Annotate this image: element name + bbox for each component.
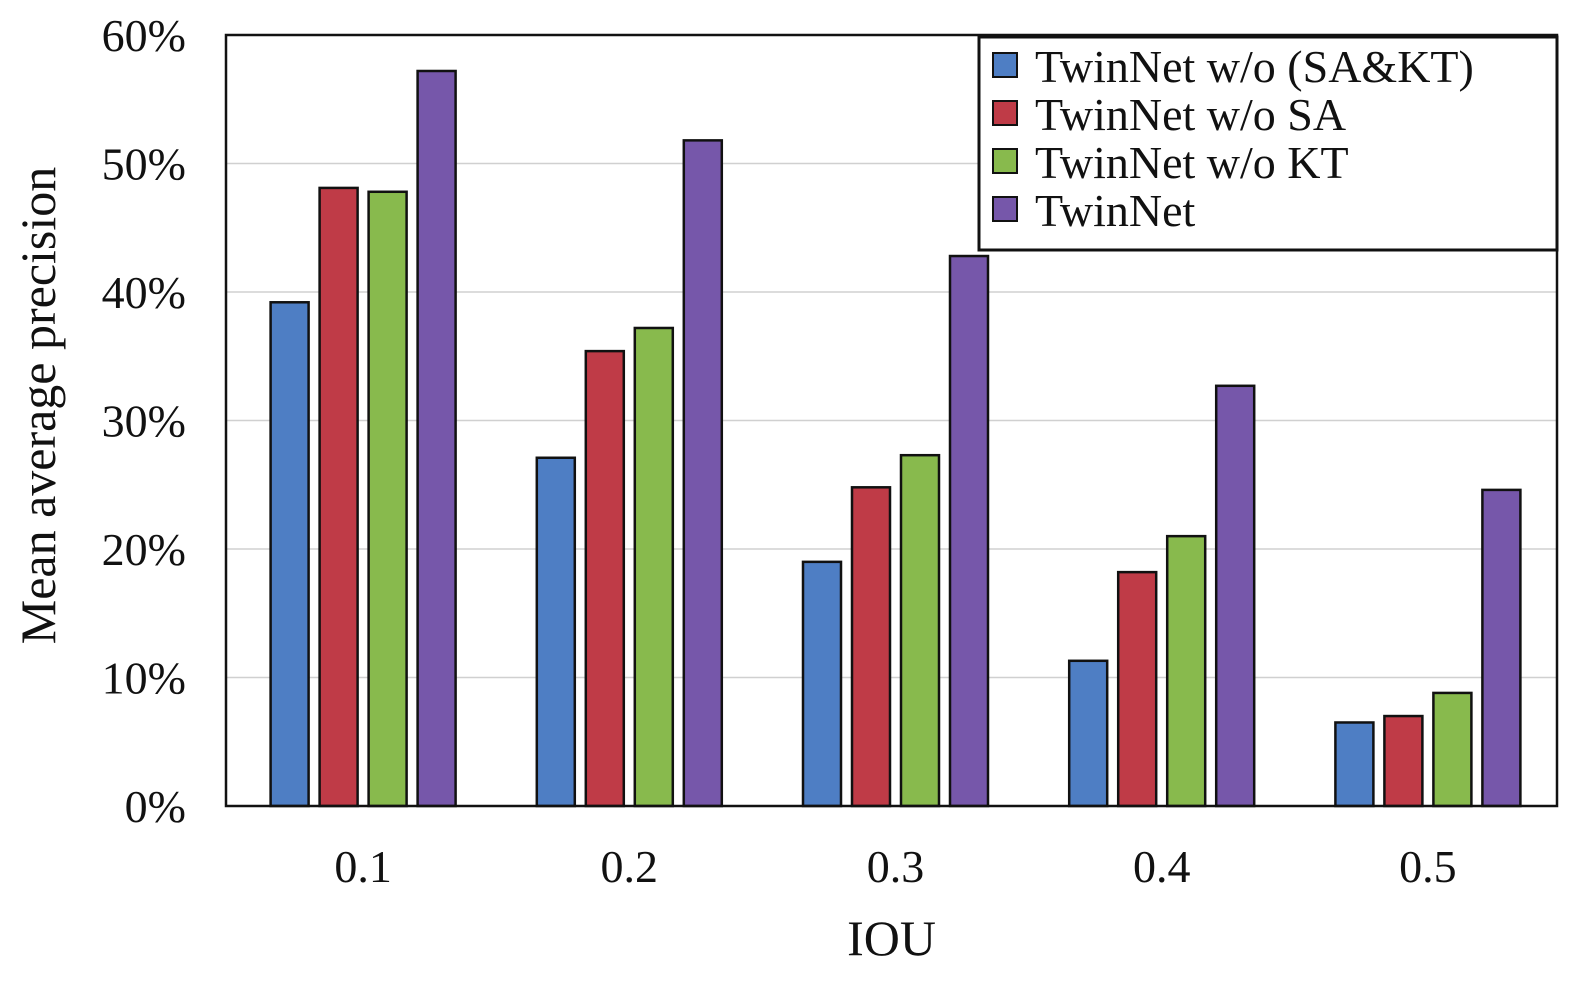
bar-0.3-series-1	[850, 486, 892, 808]
y-tick-label: 0%	[125, 781, 186, 832]
bar-0.5-series-1	[1383, 714, 1424, 808]
y-tick-label: 20%	[102, 524, 186, 575]
x-tick-label: 0.2	[601, 841, 659, 892]
legend-label: TwinNet w/o SA	[1035, 89, 1346, 140]
bar-0.3-series-0	[801, 560, 843, 808]
plot-area-frame	[224, 33, 1559, 808]
bar-0.5-series-0	[1334, 721, 1375, 808]
x-tick-label: 0.1	[334, 841, 392, 892]
y-tick-label: 50%	[102, 139, 186, 190]
bar-0.1-series-2	[367, 190, 408, 808]
legend-swatch	[992, 196, 1018, 222]
y-axis-ticks: 0% 10% 20% 30% 40% 50% 60%	[102, 10, 186, 832]
y-tick-label: 10%	[102, 653, 186, 704]
x-axis-ticks: 0.1 0.2 0.3 0.4 0.5	[334, 841, 1456, 892]
legend-label: TwinNet w/o KT	[1035, 137, 1349, 188]
legend-label: TwinNet	[1035, 185, 1196, 236]
bar-0.5-series-2	[1432, 691, 1473, 808]
y-axis-title: Mean average precision	[10, 167, 66, 645]
bar-0.4-series-3	[1214, 384, 1256, 808]
bar-0.1-series-0	[269, 301, 310, 808]
x-axis-title: IOU	[847, 910, 936, 966]
legend-swatch	[992, 52, 1018, 78]
bar-0.3-series-2	[899, 453, 941, 808]
bar-0.5-series-3	[1481, 488, 1522, 808]
y-tick-label: 60%	[102, 10, 186, 61]
bar-0.4-series-2	[1165, 534, 1207, 808]
bar-0.2-series-3	[682, 139, 724, 808]
x-tick-label: 0.5	[1399, 841, 1457, 892]
bar-0.3-series-3	[948, 254, 990, 808]
y-tick-label: 40%	[102, 267, 186, 318]
bar-0.1-series-3	[416, 69, 457, 808]
legend-swatch	[992, 100, 1018, 126]
bar-0.2-series-1	[584, 349, 626, 808]
y-tick-label: 30%	[102, 396, 186, 447]
bar-0.2-series-2	[633, 326, 675, 808]
bar-0.1-series-1	[318, 186, 359, 808]
bar-0.2-series-0	[535, 456, 577, 808]
bar-0.4-series-0	[1067, 659, 1109, 808]
legend-frame	[977, 35, 1559, 252]
bars	[269, 69, 1522, 808]
legend: TwinNet w/o (SA&KT)TwinNet w/o SATwinNet…	[977, 35, 1559, 252]
x-tick-label: 0.3	[867, 841, 925, 892]
x-tick-label: 0.4	[1133, 841, 1191, 892]
bar-0.4-series-1	[1116, 570, 1158, 808]
legend-label: TwinNet w/o (SA&KT)	[1035, 41, 1474, 92]
legend-swatch	[992, 148, 1018, 174]
